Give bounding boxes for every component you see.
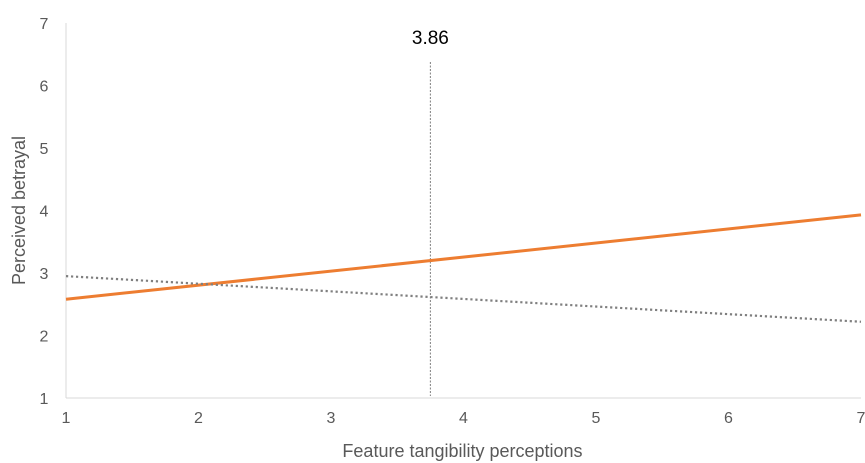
- y-tick-label: 3: [40, 266, 49, 283]
- y-tick-label: 7: [40, 16, 49, 33]
- x-tick-label: 6: [724, 410, 733, 427]
- y-tick-label: 5: [40, 141, 49, 158]
- x-tick-label: 2: [194, 410, 203, 427]
- series-lines: [65, 213, 862, 323]
- reference-line-label: 3.86: [412, 28, 449, 49]
- x-tick-label: 7: [857, 410, 865, 427]
- y-tick-label: 2: [40, 329, 49, 346]
- x-tick-label: 3: [327, 410, 336, 427]
- series-line-solid: [65, 213, 862, 301]
- series-line-dotted: [65, 275, 862, 323]
- annotations: 3.86: [412, 28, 449, 396]
- y-tick-label: 4: [40, 204, 49, 221]
- y-tick-label: 6: [40, 79, 49, 96]
- y-tick-labels: 1 2 3 4 5 6 7: [40, 16, 49, 408]
- y-axis-title: Perceived betrayal: [9, 136, 29, 285]
- x-tick-label: 1: [62, 410, 71, 427]
- x-tick-labels: 1 2 3 4 5 6 7: [62, 410, 865, 427]
- x-tick-label: 4: [459, 410, 468, 427]
- x-axis-title: Feature tangibility perceptions: [342, 441, 582, 461]
- y-tick-label: 1: [40, 391, 49, 408]
- x-tick-label: 5: [592, 410, 601, 427]
